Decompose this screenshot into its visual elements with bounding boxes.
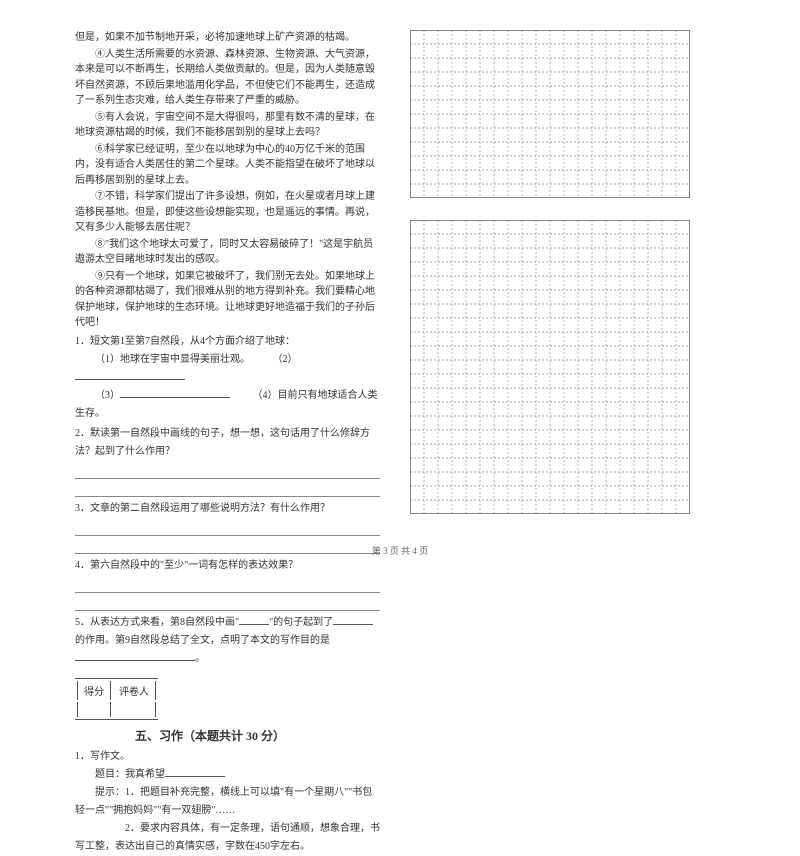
question-2: 2．默读第一自然段中画线的句子，想一想，这句话用了什么修辞方法？起到了什么作用？ [75,425,380,461]
q1-item: （3） [95,390,230,401]
section-title: 五、习作（本题共计 30 分） [135,727,380,744]
answer-line[interactable] [75,464,380,479]
essay-prompt: 1．写作文。 题目：我真希望 提示：1．把题目补充完整，横线上可以填"有一个星期… [75,748,380,856]
question-3: 3．文章的第二自然段运用了哪些说明方法？有什么作用？ [75,500,380,518]
question-4: 4．第六自然段中的"至少"一词有怎样的表达效果？ [75,557,380,575]
answer-line[interactable] [75,482,380,497]
answer-line[interactable] [75,596,380,611]
score-label: 得分 [77,681,111,700]
page-footer: 第 3 页 共 4 页 [0,544,800,557]
answer-line[interactable] [75,578,380,593]
body-paragraph: 但是，如果不加节制地开采，必将加速地球上矿产资源的枯竭。 [75,30,380,46]
question-1: 1．短文第1至第7自然段，从4个方面介绍了地球： （1）地球在宇宙中显得美丽壮观… [75,333,380,423]
essay-topic: 题目：我真希望 [95,769,165,780]
body-paragraph: ⑨只有一个地球，如果它被破坏了，我们别无去处。如果地球上的各种资源都枯竭了，我们… [75,269,380,331]
answer-line[interactable] [75,521,380,536]
body-paragraph: ⑦不错，科学家们提出了许多设想，例如，在火星或者月球上建造移民基地。但是，即使这… [75,189,380,236]
writing-grid-top[interactable] [410,30,710,198]
body-paragraph: ⑤有人会说，宇宙空间不是大得很吗，那里有数不清的星球，在地球资源枯竭的时候，我们… [75,110,380,141]
essay-hint: 提示：1．把题目补充完整，横线上可以填"有一个星期八""书包轻一点""拥抱妈妈"… [75,787,372,816]
writing-grid-bottom[interactable] [410,220,710,514]
body-paragraph: ⑧"我们这个地球太可爱了，同时又太容易破碎了！"这是宇航员遨游太空目睹地球时发出… [75,237,380,268]
body-paragraph: ④人类生活所需要的水资源、森林资源、生物资源、大气资源，本来是可以不断再生，长期… [75,47,380,109]
marker-label: 评卷人 [113,681,156,700]
essay-hint: 2．要求内容具体，有一定条理，语句通顺，想象合理，书写工整，表达出自己的真情实感… [75,823,380,852]
q1-item: （1）地球在宇宙中显得美丽壮观。 [95,354,250,365]
question-5: 5．从表达方式来看，第8自然段中画""的句子起到了的作用。第9自然段总结了全文，… [75,614,380,668]
body-paragraph: ⑥科学家已经证明，至少在以地球为中心的40万亿千米的范围内，没有适合人类居住的第… [75,142,380,189]
q1-stem: 1．短文第1至第7自然段，从4个方面介绍了地球： [75,336,295,347]
score-box: 得分 评卷人 [75,678,158,720]
